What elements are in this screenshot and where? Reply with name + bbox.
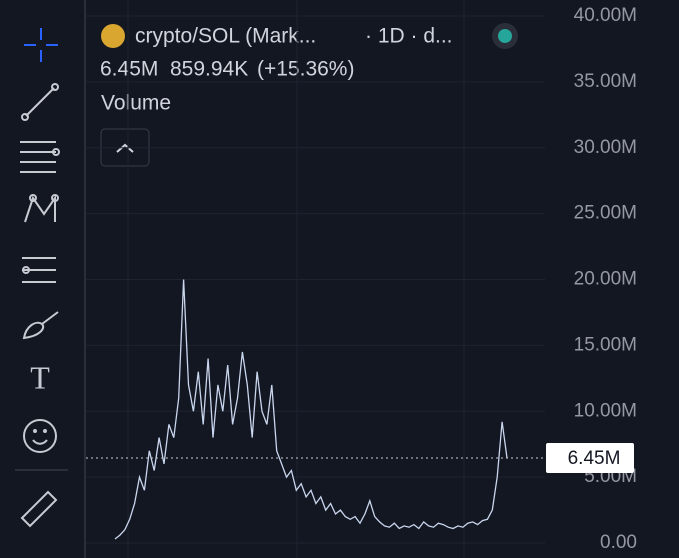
projection-tool[interactable] [22, 257, 56, 283]
text-tool[interactable]: T [30, 359, 50, 395]
last-value-badge [546, 443, 634, 474]
brush-tool[interactable] [22, 311, 59, 340]
y-tick-label: 15.00M [574, 334, 637, 355]
symbol[interactable]: crypto/SOL (Mark... [135, 25, 316, 48]
y-tick-label: 35.00M [574, 71, 637, 92]
status-dot [498, 29, 512, 43]
interval[interactable]: · 1D · d... [365, 25, 453, 48]
y-tick-label: 30.00M [574, 137, 637, 158]
last-value-label: 6.45M [568, 448, 621, 469]
indicator-name[interactable]: Volume [101, 92, 171, 115]
volume-value: 6.45M [100, 58, 158, 81]
trendline-tool[interactable] [21, 83, 59, 121]
crosshair-tool[interactable] [24, 28, 58, 62]
fib-tool[interactable] [20, 141, 60, 173]
volume-line [114, 279, 508, 540]
y-tick-label: 40.00M [574, 5, 637, 26]
collapse-icon [116, 143, 134, 153]
ruler-tool[interactable] [20, 490, 58, 528]
coin-icon [101, 24, 125, 48]
y-tick-label: 20.00M [574, 269, 637, 290]
emoji-tool[interactable] [23, 419, 57, 453]
y-tick-label: 0.00 [600, 532, 637, 553]
y-tick-label: 10.00M [574, 400, 637, 421]
change: 859.94K [170, 58, 248, 81]
pattern-tool[interactable] [24, 194, 59, 223]
change-pct: (+15.36%) [257, 58, 354, 81]
y-tick-label: 25.00M [574, 203, 637, 224]
